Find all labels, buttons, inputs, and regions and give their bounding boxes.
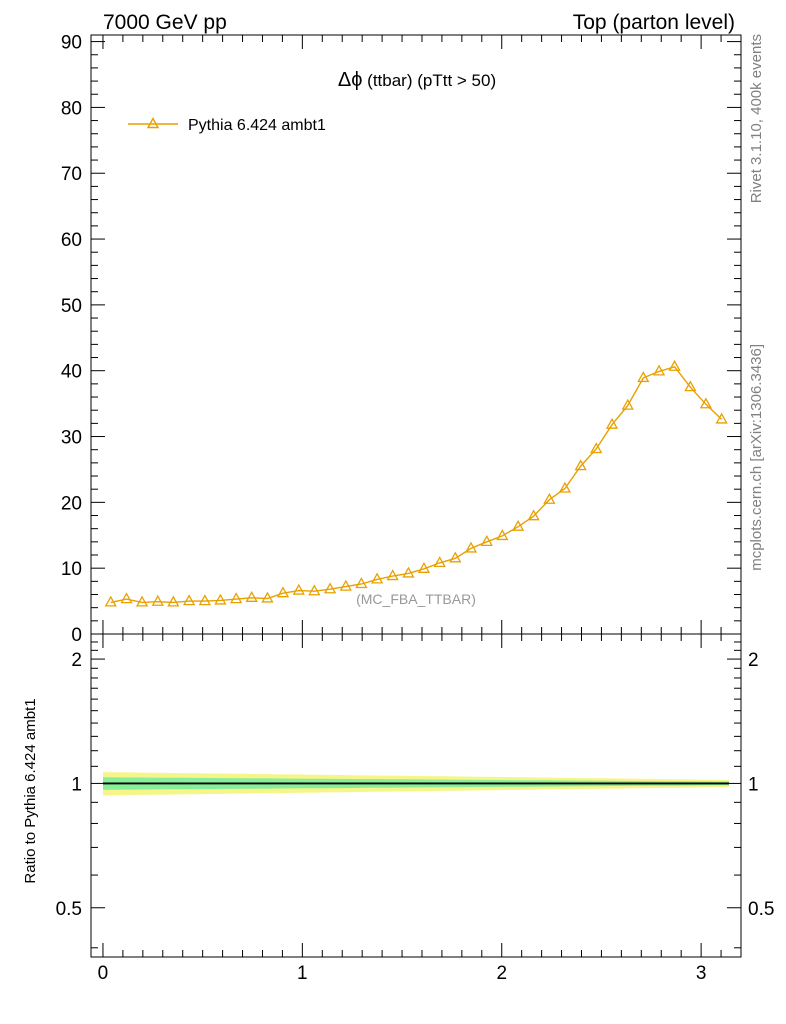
data-point bbox=[261, 591, 274, 603]
y-tick-label: 60 bbox=[61, 230, 82, 251]
y-tick-label: 30 bbox=[61, 428, 82, 449]
data-point bbox=[715, 412, 728, 424]
x-tick-label: 1 bbox=[297, 963, 308, 984]
data-point bbox=[245, 590, 258, 602]
watermark-text: (MC_FBA_TTBAR) bbox=[356, 591, 476, 607]
ratio-y-tick-label: 1 bbox=[71, 774, 82, 795]
data-point bbox=[339, 579, 352, 591]
data-point bbox=[433, 556, 446, 568]
data-point bbox=[605, 417, 619, 429]
ratio-y-tick-label: 1 bbox=[748, 774, 759, 795]
x-tick-label: 2 bbox=[496, 963, 507, 984]
data-point bbox=[292, 583, 305, 595]
data-point bbox=[198, 594, 211, 606]
data-point bbox=[167, 595, 180, 607]
ratio-frame bbox=[90, 633, 742, 958]
series-line bbox=[110, 365, 723, 604]
data-point bbox=[386, 569, 399, 581]
data-point bbox=[417, 561, 431, 573]
data-point bbox=[182, 594, 196, 606]
data-point bbox=[511, 519, 525, 531]
y-tick-label: 10 bbox=[61, 559, 82, 580]
data-point bbox=[449, 551, 462, 563]
data-point bbox=[699, 397, 713, 409]
y-tick-label: 0 bbox=[71, 625, 82, 646]
header-right-text: Top (parton level) bbox=[573, 11, 735, 34]
y-tick-label: 20 bbox=[61, 493, 82, 514]
data-point bbox=[214, 593, 227, 605]
header-left-text: 7000 GeV pp bbox=[103, 11, 227, 34]
data-point bbox=[558, 481, 572, 493]
data-point bbox=[104, 595, 117, 607]
chart-title-symbol: Δϕ bbox=[338, 69, 363, 91]
data-point bbox=[402, 566, 415, 578]
data-point bbox=[308, 584, 321, 596]
data-point bbox=[574, 459, 587, 471]
legend-marker bbox=[146, 117, 160, 129]
data-point bbox=[543, 492, 556, 504]
x-tick-label: 3 bbox=[696, 963, 707, 984]
ratio-y-tick-label: 2 bbox=[71, 650, 82, 671]
data-point bbox=[135, 595, 149, 607]
chart-title: Δϕ (ttbar) (pTtt > 50) bbox=[338, 69, 496, 91]
y-tick-label: 40 bbox=[61, 362, 82, 383]
data-point bbox=[652, 364, 666, 376]
y-tick-label: 70 bbox=[61, 164, 82, 185]
ratio-y-tick-label: 0.5 bbox=[56, 899, 82, 920]
data-point bbox=[355, 577, 368, 589]
data-point bbox=[323, 582, 337, 594]
data-point bbox=[637, 371, 650, 383]
data-point bbox=[496, 529, 509, 541]
data-point bbox=[230, 592, 243, 604]
ratio-y-axis-label: Ratio to Pythia 6.424 ambt1 bbox=[22, 698, 39, 883]
data-point bbox=[464, 541, 478, 553]
chart-title-text: (ttbar) (pTtt > 50) bbox=[362, 71, 496, 90]
y-tick-label: 80 bbox=[61, 98, 82, 119]
main-panel: 0 10 20 30 40 50 60 70 80 90 bbox=[61, 33, 742, 646]
y-tick-label: 90 bbox=[61, 33, 82, 54]
data-point bbox=[527, 509, 540, 521]
ratio-panel: 0.5 0.5 1 1 2 2 0 1 2 3 bbox=[56, 633, 774, 984]
ratio-y-tick-label: 0.5 bbox=[748, 899, 774, 920]
data-point bbox=[480, 535, 493, 546]
data-point bbox=[371, 572, 384, 584]
data-point bbox=[621, 398, 634, 410]
y-tick-label: 50 bbox=[61, 296, 82, 317]
data-point bbox=[151, 594, 164, 606]
data-point bbox=[684, 380, 697, 392]
legend-label: Pythia 6.424 ambt1 bbox=[188, 117, 326, 134]
ratio-y-tick-label: 2 bbox=[748, 650, 759, 671]
rivet-label: Rivet 3.1.10, 400k events bbox=[748, 34, 765, 203]
x-tick-label: 0 bbox=[98, 963, 109, 984]
data-point bbox=[668, 359, 681, 371]
data-point bbox=[590, 442, 603, 454]
data-point bbox=[276, 586, 290, 598]
data-point bbox=[120, 592, 133, 604]
mcplots-label: mcplots.cern.ch [arXiv:1306.3436] bbox=[748, 344, 765, 571]
